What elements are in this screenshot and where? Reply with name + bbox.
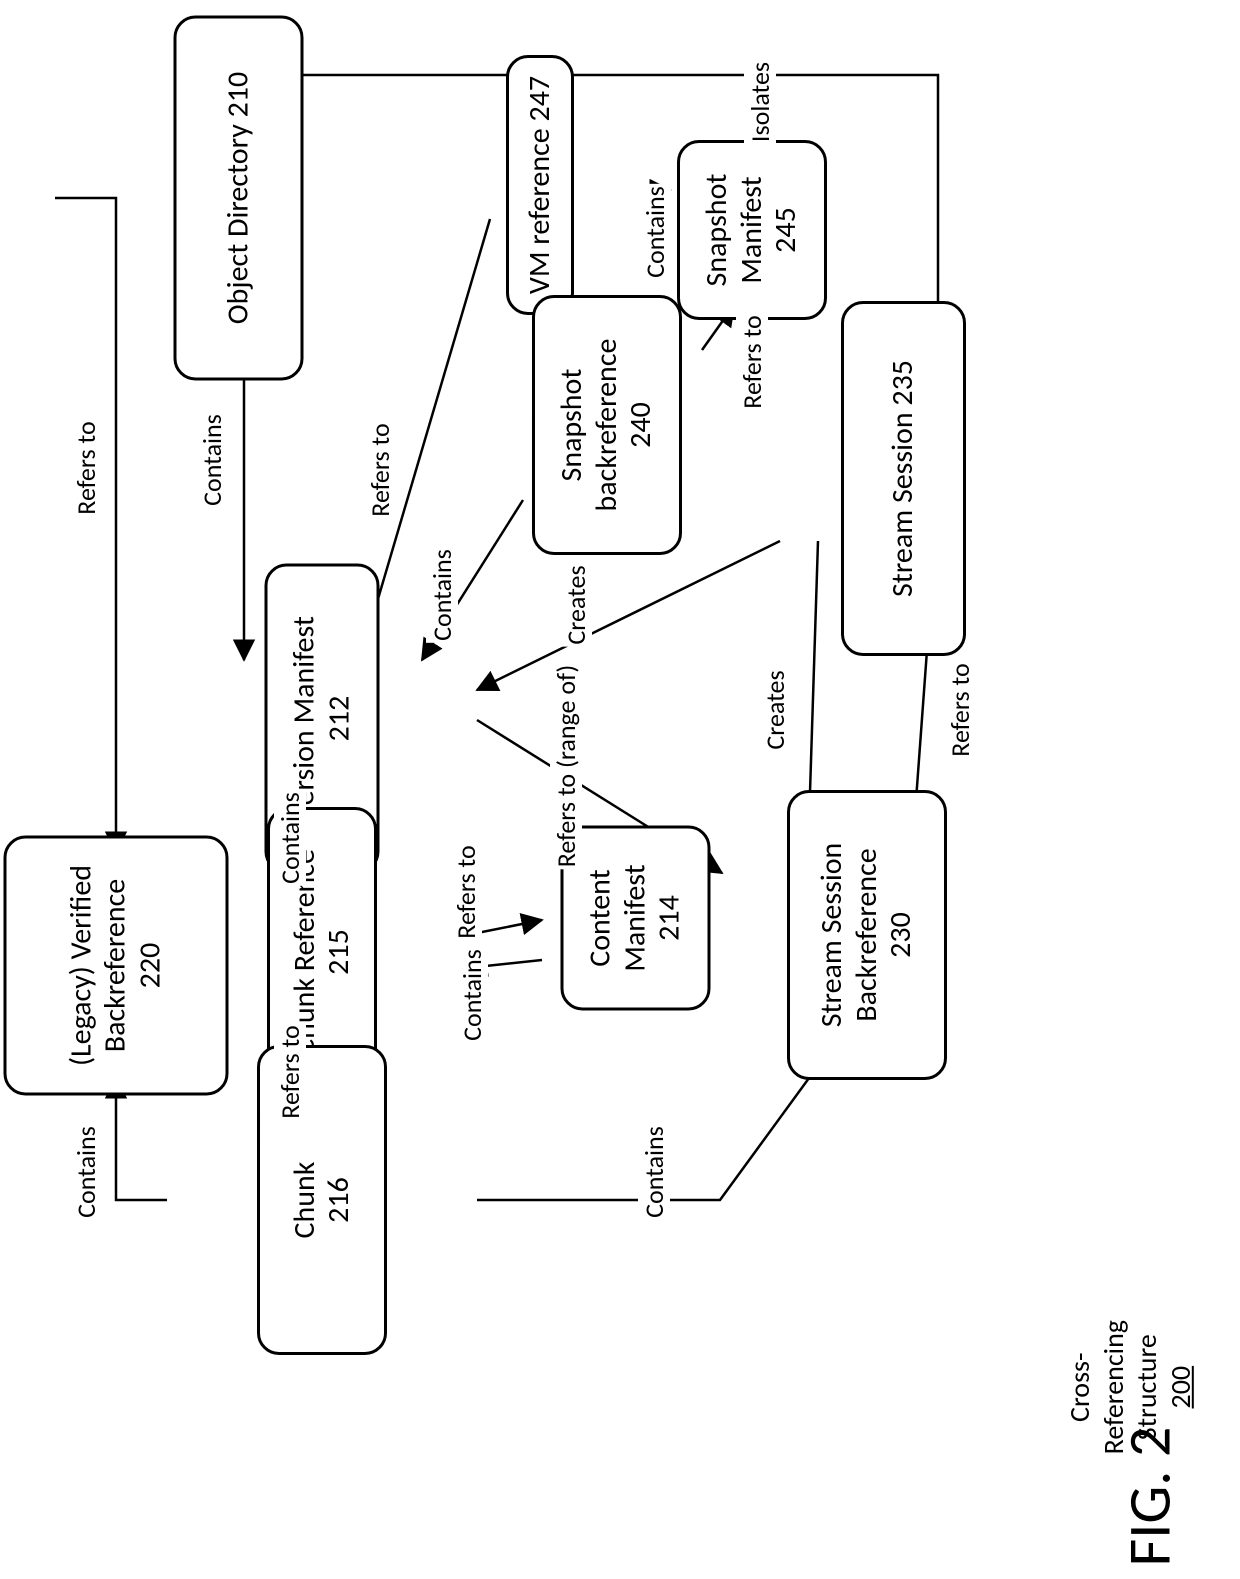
node-content-manifest: ContentManifest214 [560, 826, 710, 1011]
edge-16 [55, 198, 116, 852]
edge-label-11: Refers to [450, 843, 482, 940]
edge-label-6: Creates [560, 563, 592, 646]
node-snapshot-manifest: SnapshotManifest245 [677, 140, 827, 320]
edge-label-1: Refers to [364, 421, 396, 518]
edge-label-5: Isolates [744, 60, 776, 144]
edge-label-10: Contains [274, 790, 306, 886]
node-vm-reference: VM reference 247 [506, 55, 574, 315]
edge-label-9: Refers to (range of) [550, 663, 582, 870]
edge-15 [116, 1078, 167, 1200]
edge-label-15: Contains [70, 1124, 102, 1220]
edge-label-4: Contains [639, 184, 671, 280]
node-stream-session-br: Stream SessionBackreference230 [787, 790, 947, 1080]
edge-label-2: Contains [426, 547, 458, 643]
node-object-directory: Object Directory 210 [173, 16, 303, 381]
edge-6 [477, 541, 780, 690]
figure-label: FIG. 2 [1113, 1427, 1186, 1567]
edge-label-3: Refers to [736, 313, 768, 410]
title-ref: 200 [1163, 1366, 1198, 1409]
node-stream-session: Stream Session 235 [841, 301, 966, 656]
edge-label-8: Refers to [944, 661, 976, 758]
edge-label-16: Refers to [70, 419, 102, 516]
node-legacy-backref: (Legacy) VerifiedBackreference220 [4, 835, 229, 1095]
diagram-canvas: Cross-Referencing Structure 200 FIG. 2 O… [0, 0, 1240, 1579]
edge-label-0: Contains [196, 412, 228, 508]
edge-label-13: Refers to [274, 1023, 306, 1120]
node-snapshot-backref: Snapshotbackreference240 [532, 295, 682, 555]
edge-label-7: Creates [759, 668, 791, 751]
edge-label-14: Contains [638, 1124, 670, 1220]
edge-label-12: Contains [456, 947, 488, 1043]
